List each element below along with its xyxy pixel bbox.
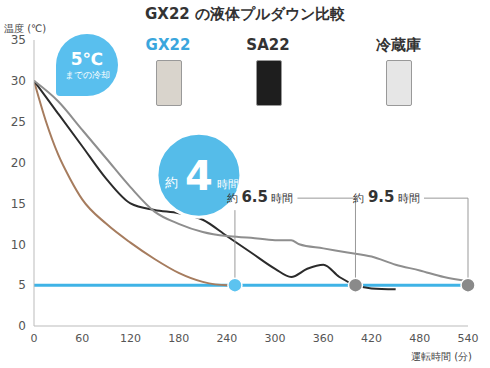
svg-text:420: 420 <box>361 332 382 345</box>
html-text:運転時間 (分): 運転時間 (分) <box>411 351 472 362</box>
html-text:GX22: GX22 <box>145 36 191 54</box>
svg-text:240: 240 <box>216 332 237 345</box>
svg-text:60: 60 <box>75 332 89 345</box>
svg-text:120: 120 <box>120 332 141 345</box>
html-text:GX22 の液体プルダウン比較: GX22 の液体プルダウン比較 <box>145 5 345 23</box>
svg-text:300: 300 <box>265 332 286 345</box>
svg-text:35: 35 <box>11 33 26 47</box>
svg-text:約 9.5 時間: 約 9.5 時間 <box>353 188 420 206</box>
svg-text:約: 約 <box>165 175 178 190</box>
html-text:までの冷却: までの冷却 <box>64 69 110 80</box>
svg-text:時間: 時間 <box>217 178 239 191</box>
svg-text:10: 10 <box>11 238 26 252</box>
html-text:5℃: 5℃ <box>70 48 104 69</box>
html-text:冷蔵庫: 冷蔵庫 <box>375 36 421 54</box>
svg-text:約 6.5 時間: 約 6.5 時間 <box>227 188 294 206</box>
html-text:温度 (℃): 温度 (℃) <box>4 23 47 34</box>
svg-text:5: 5 <box>18 278 26 292</box>
svg-text:15: 15 <box>11 197 26 211</box>
svg-text:20: 20 <box>11 156 26 170</box>
svg-text:4: 4 <box>185 153 213 199</box>
svg-text:0: 0 <box>18 319 26 333</box>
svg-text:180: 180 <box>168 332 189 345</box>
svg-text:0: 0 <box>31 332 38 345</box>
svg-text:480: 480 <box>409 332 430 345</box>
svg-text:360: 360 <box>313 332 334 345</box>
svg-text:25: 25 <box>11 115 26 129</box>
svg-text:540: 540 <box>458 332 479 345</box>
html-text:SA22: SA22 <box>246 36 290 54</box>
svg-text:30: 30 <box>11 74 26 88</box>
